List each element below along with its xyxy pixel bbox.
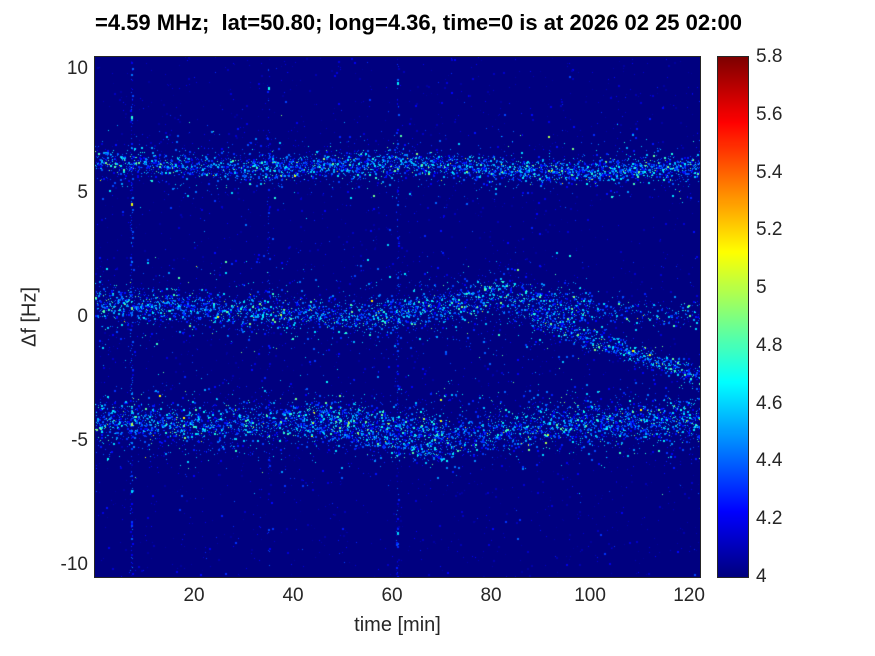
- colorbar-tick-label: 5.4: [756, 161, 783, 183]
- y-tick-label: 5: [77, 182, 88, 204]
- x-tick-label: 20: [183, 585, 205, 606]
- x-axis-label: time [min]: [354, 614, 441, 636]
- colorbar-tick-label: 5.2: [756, 219, 783, 241]
- y-tick-label: 10: [66, 58, 88, 80]
- x-tick-label: 40: [282, 585, 304, 606]
- colorbar-tick-label: 4.8: [756, 334, 783, 356]
- y-tick-label: -10: [60, 553, 88, 575]
- spectrogram-canvas: [94, 56, 701, 578]
- colorbar-tick-label: 5.8: [756, 46, 783, 67]
- y-axis-label: Δf [Hz]: [18, 286, 41, 348]
- colorbar-tick-label: 4: [756, 566, 767, 587]
- y-tick-label: -5: [71, 429, 88, 451]
- colorbar-tick-label: 5: [756, 277, 767, 299]
- colorbar-tick-label: 4.4: [756, 450, 783, 472]
- x-tick-label: 100: [574, 585, 606, 606]
- x-tick-label: 80: [480, 585, 502, 606]
- y-tick-label: 0: [77, 306, 88, 327]
- chart-title: =4.59 MHz; lat=50.80; long=4.36, time=0 …: [95, 10, 742, 35]
- colorbar-tick-label: 5.6: [756, 103, 783, 125]
- colorbar-tick-label: 4.2: [756, 508, 783, 530]
- x-tick-label: 60: [381, 585, 403, 606]
- x-tick-label: 120: [673, 585, 705, 606]
- colorbar: [717, 56, 749, 578]
- colorbar-tick-label: 4.6: [756, 392, 783, 414]
